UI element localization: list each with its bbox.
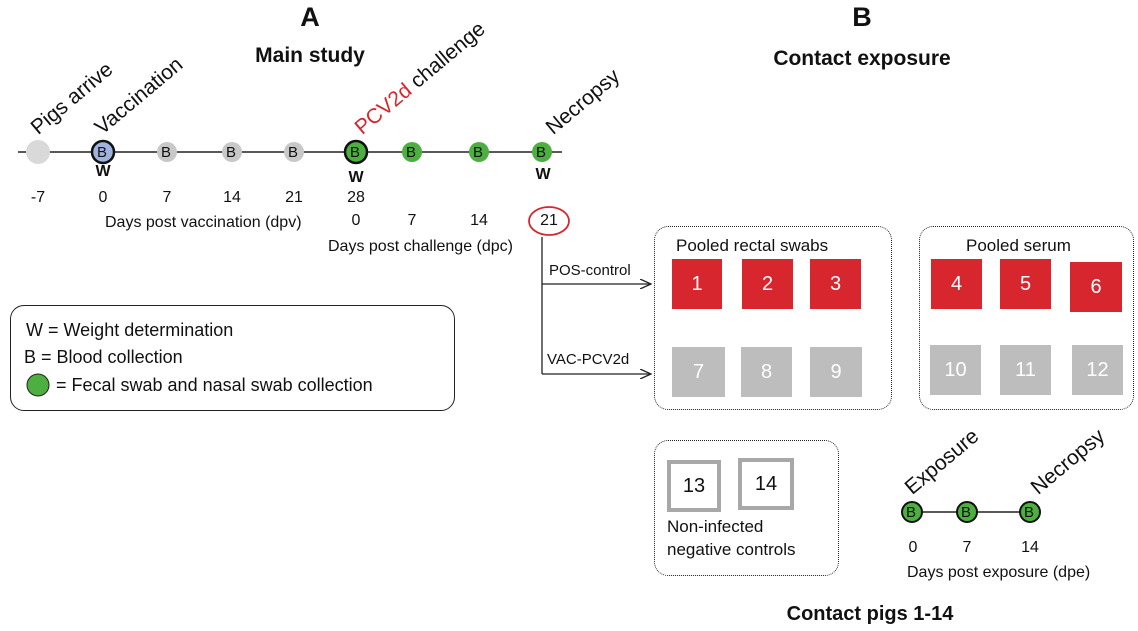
pooled-serum-box	[919, 226, 1134, 410]
pooled-rectal-label: Pooled rectal swabs	[676, 236, 829, 255]
dpc-tick: 0	[351, 212, 361, 229]
panel-b-title: Contact exposure	[773, 47, 951, 70]
dpv-tick: 7	[162, 189, 172, 206]
dpv-tick: 21	[285, 189, 303, 206]
contact-pig-10: 10	[930, 345, 981, 395]
dpc-tick: 14	[470, 212, 488, 229]
exposure-node-0	[901, 501, 923, 523]
dpv-tick: 14	[223, 189, 241, 206]
vaccination-node	[90, 139, 116, 165]
dpe-label: Days post exposure (dpe)	[907, 564, 1091, 581]
contact-pig-12: 12	[1072, 345, 1123, 395]
node-letter: B	[536, 144, 547, 161]
dpv-tick: -7	[30, 189, 46, 206]
pigs-arrive-node	[26, 140, 50, 164]
legend-swab: = Fecal swab and nasal swab collection	[56, 375, 373, 395]
dpv-label: Days post vaccination (dpv)	[105, 214, 302, 231]
node-letter: B	[906, 504, 917, 521]
negative-label-1: Non-infected	[667, 517, 764, 536]
node-letter: B	[961, 504, 972, 521]
weight-mark: W	[348, 169, 364, 186]
contact-pig-7: 7	[672, 347, 725, 397]
node-letter: B	[350, 144, 361, 161]
contact-pig-1: 1	[672, 259, 722, 309]
dpv-tick: 0	[98, 189, 108, 206]
dpe-tick: 14	[1021, 539, 1039, 556]
node-letter: B	[288, 144, 299, 161]
group-pos-control: POS-control	[549, 262, 631, 279]
node-letter: B	[226, 144, 237, 161]
green-node-dpc7	[402, 142, 422, 162]
contact-pig-2: 2	[742, 259, 793, 309]
blood-node-dpv14	[222, 142, 242, 162]
exposure-node-14	[1019, 501, 1041, 523]
dpe-tick: 0	[908, 539, 918, 556]
contact-pig-9: 9	[810, 347, 862, 397]
negative-label-2: negative controls	[667, 540, 796, 559]
legend-weight: W = Weight determination	[26, 320, 234, 340]
legend-blood: B = Blood collection	[24, 347, 183, 367]
pooled-serum-label: Pooled serum	[966, 236, 1071, 255]
contact-pig-4: 4	[931, 259, 982, 309]
contact-pig-11: 11	[1000, 345, 1051, 395]
contact-pigs-footer: Contact pigs 1-14	[786, 603, 954, 625]
panel-a-letter: A	[300, 2, 320, 32]
dpc-tick: 7	[407, 212, 417, 229]
node-letter: B	[97, 144, 108, 161]
node-letter: B	[161, 144, 172, 161]
contact-pig-5: 5	[1000, 259, 1051, 309]
contact-pig-8: 8	[741, 347, 792, 397]
contact-pig-14: 14	[738, 458, 794, 510]
blood-node-dpv7	[157, 142, 177, 162]
green-node-dpc14	[469, 142, 489, 162]
node-letter: B	[406, 144, 417, 161]
pooled-rectal-box	[654, 226, 892, 410]
necropsy-node	[532, 142, 552, 162]
node-letter: B	[473, 144, 484, 161]
panel-a-title: Main study	[255, 44, 365, 67]
legend-box	[10, 305, 455, 411]
contact-pig-13: 13	[667, 460, 721, 512]
challenge-node	[343, 139, 369, 165]
dpc-tick: 21	[540, 212, 558, 229]
panel-b-letter: B	[852, 2, 872, 32]
legend-green-circle	[26, 373, 50, 397]
weight-mark: W	[95, 163, 111, 180]
negative-controls-box	[654, 440, 839, 576]
dpc-label: Days post challenge (dpc)	[328, 238, 513, 255]
weight-mark: W	[535, 166, 551, 183]
dpe-tick: 7	[962, 539, 972, 556]
dpv-tick: 28	[347, 189, 365, 206]
contact-pig-6: 6	[1070, 262, 1122, 312]
exposure-node-7	[956, 501, 978, 523]
contact-pig-3: 3	[810, 259, 861, 309]
blood-node-dpv21	[284, 142, 304, 162]
group-vac-pcv2d: VAC-PCV2d	[547, 351, 630, 368]
dpc21-highlight	[528, 206, 570, 236]
node-letter: B	[1024, 504, 1035, 521]
